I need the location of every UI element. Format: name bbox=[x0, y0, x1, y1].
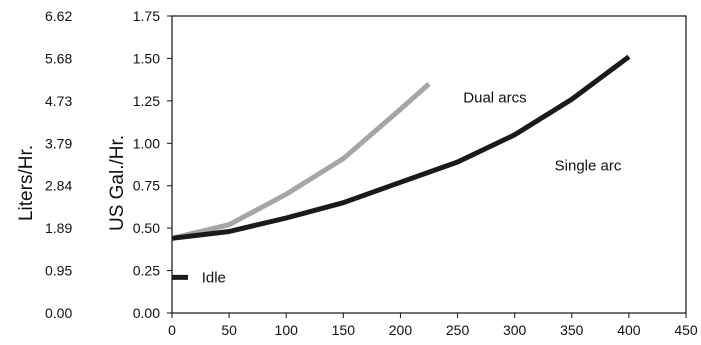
x-tick-label: 50 bbox=[221, 322, 237, 338]
y2-tick-label: 6.62 bbox=[45, 8, 72, 24]
x-tick-label: 350 bbox=[560, 322, 584, 338]
y-tick-label: 0.50 bbox=[133, 220, 160, 236]
y2-tick-label: 4.73 bbox=[45, 93, 72, 109]
y2-tick-label: 5.68 bbox=[45, 50, 72, 66]
x-tick-label: 250 bbox=[446, 322, 470, 338]
plot-area-frame bbox=[171, 15, 687, 314]
y-tick-label: 0.75 bbox=[133, 178, 160, 194]
y-tick-label: 1.25 bbox=[133, 93, 160, 109]
y2-tick-label: 2.84 bbox=[45, 178, 72, 194]
y-tick-label: 0.25 bbox=[133, 263, 160, 279]
y2-tick-label: 1.89 bbox=[45, 220, 72, 236]
dual-arcs-line bbox=[171, 82, 431, 241]
y-tick-label: 1.00 bbox=[133, 135, 160, 151]
y-tick-label: 0.00 bbox=[133, 305, 160, 321]
x-tick-label: 450 bbox=[674, 322, 698, 338]
annotation-label: Single arc bbox=[555, 157, 622, 174]
y2-tick-label: 3.79 bbox=[45, 135, 72, 151]
y-tick-label: 1.75 bbox=[133, 8, 160, 24]
x-tick-label: 0 bbox=[168, 322, 176, 338]
annotation-label: Dual arcs bbox=[463, 89, 526, 106]
y2-axis-title: Liters/Hr. bbox=[16, 145, 37, 221]
y-tick-label: 1.50 bbox=[133, 50, 160, 66]
x-tick-label: 150 bbox=[332, 322, 356, 338]
x-tick-label: 300 bbox=[503, 322, 527, 338]
annotation-label: Idle bbox=[202, 269, 226, 286]
y-axis-title: US Gal./Hr. bbox=[107, 135, 128, 231]
x-tick-label: 400 bbox=[617, 322, 641, 338]
single-arc-line bbox=[171, 54, 631, 241]
x-tick-label: 100 bbox=[275, 322, 299, 338]
y2-tick-label: 0.00 bbox=[45, 305, 72, 321]
y2-tick-label: 0.95 bbox=[45, 263, 72, 279]
x-tick-label: 200 bbox=[389, 322, 413, 338]
